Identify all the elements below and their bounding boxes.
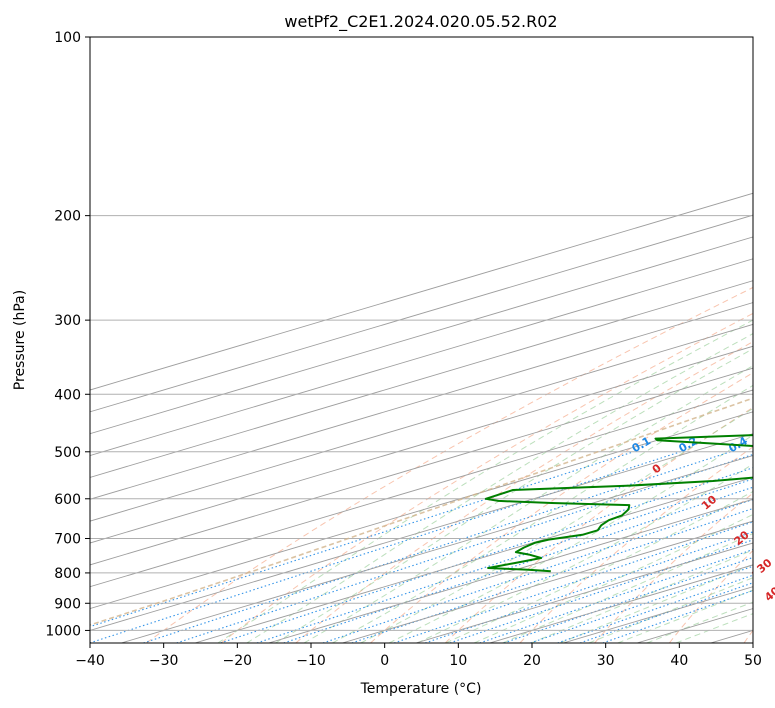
isotherm-line xyxy=(90,258,753,457)
moist-adiabat-line xyxy=(473,513,753,643)
plot-background xyxy=(90,37,753,643)
moist-adiabat-line xyxy=(275,348,753,643)
isotherm-line xyxy=(90,214,753,413)
moist-adiabat-line xyxy=(417,463,753,643)
mixing-ratio-line xyxy=(90,451,681,643)
x-tick-label: 20 xyxy=(523,653,541,669)
mixing-ratio-line xyxy=(503,556,753,643)
isotherm-line xyxy=(90,411,753,610)
mixing-ratio-line xyxy=(530,565,753,643)
mixing-ratio-line xyxy=(479,548,753,643)
y-tick-label: 1000 xyxy=(45,623,81,639)
isotherm-line xyxy=(90,302,753,500)
y-axis-label: Pressure (hPa) xyxy=(12,290,28,390)
dry-adiabat-line xyxy=(146,286,753,643)
isotherm-line xyxy=(342,520,753,643)
isotherm-line xyxy=(268,498,753,643)
axes: −40 −30 −20 −10 0 10 20 30 40 50 1000 900 800 700 600 5… xyxy=(45,30,762,669)
mixing-ratio-line xyxy=(256,478,753,643)
mixing-ratio-line xyxy=(449,539,753,643)
moist-adiabat-line xyxy=(388,434,753,643)
dry-adiabat-line xyxy=(519,446,753,643)
plot-frame xyxy=(89,36,754,644)
lcl-curve-line xyxy=(90,397,753,626)
isotherm-line xyxy=(90,389,753,588)
dewpoint-profile-line xyxy=(484,434,753,573)
y-tick-label: 400 xyxy=(54,387,81,403)
moist-adiabat-line xyxy=(559,563,753,643)
isotherm-line xyxy=(90,192,753,391)
moist-adiabat-line xyxy=(588,577,753,643)
isotherm-line xyxy=(90,345,753,544)
y-tick-label: 200 xyxy=(54,209,81,225)
y-tick-label: 800 xyxy=(54,566,81,582)
x-tick-label: 30 xyxy=(597,653,615,669)
y-tick-label: 500 xyxy=(54,445,81,461)
moist-adiabat-line xyxy=(445,490,753,643)
dry-adiabat-line xyxy=(444,406,753,643)
x-tick-label: −20 xyxy=(223,653,253,669)
x-tick-label: −30 xyxy=(149,653,179,669)
y-tick-label: 600 xyxy=(54,492,81,508)
x-axis-label: Temperature (°C) xyxy=(360,681,482,697)
isotherm-line xyxy=(90,236,753,435)
dry-adiabat-line xyxy=(295,341,753,643)
sounding-profiles xyxy=(484,434,753,574)
x-tick-label: 40 xyxy=(670,653,688,669)
mixing-ratio-line xyxy=(90,451,634,628)
mixing-ratio-line xyxy=(283,486,753,643)
x-tick-label: −10 xyxy=(296,653,326,669)
y-tick-label: 900 xyxy=(54,596,81,612)
isotherm-line xyxy=(90,433,753,631)
mixing-ratio-line xyxy=(220,467,753,643)
mixing-ratio-line xyxy=(393,521,753,643)
x-tick-label: 10 xyxy=(449,653,467,669)
y-tick-label: 700 xyxy=(54,532,81,548)
mixing-ratio-line xyxy=(143,451,731,643)
dry-adiabat-line xyxy=(220,312,753,643)
x-tick-label: −40 xyxy=(75,653,105,669)
x-tick-label: 0 xyxy=(380,653,389,669)
moist-adiabat-line xyxy=(617,589,753,643)
y-tick-label: 100 xyxy=(54,30,81,46)
isotherm-line xyxy=(90,280,753,478)
y-tick-label: 300 xyxy=(54,313,81,329)
isotherm-line xyxy=(90,323,753,522)
isotherm-line xyxy=(121,455,753,643)
chart-title: wetPf2_C2E1.2024.020.05.52.R02 xyxy=(284,12,557,32)
isotherm-line xyxy=(90,367,753,566)
x-tick-label: 50 xyxy=(744,653,762,669)
